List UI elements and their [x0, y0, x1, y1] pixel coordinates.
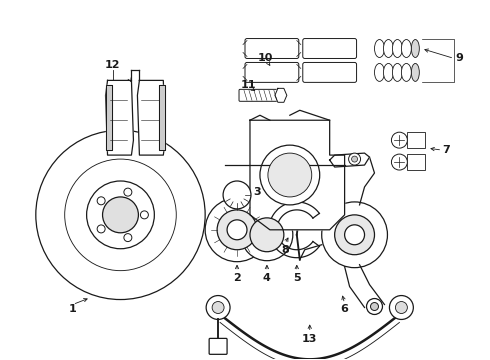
Polygon shape — [250, 120, 344, 230]
Circle shape — [322, 202, 388, 268]
Circle shape — [97, 225, 105, 233]
Polygon shape — [330, 153, 369, 167]
Circle shape — [344, 225, 365, 245]
Circle shape — [141, 211, 148, 219]
Text: 4: 4 — [263, 273, 271, 283]
Circle shape — [390, 296, 414, 319]
Ellipse shape — [412, 63, 419, 81]
Circle shape — [217, 210, 257, 250]
Ellipse shape — [384, 40, 393, 58]
Polygon shape — [137, 80, 165, 155]
Circle shape — [205, 198, 269, 262]
Circle shape — [241, 209, 293, 261]
Polygon shape — [159, 85, 165, 150]
Circle shape — [97, 197, 105, 205]
FancyBboxPatch shape — [245, 62, 299, 82]
Circle shape — [212, 302, 224, 314]
FancyBboxPatch shape — [209, 338, 227, 354]
Bar — [407, 132, 425, 148]
Text: 11: 11 — [240, 80, 256, 90]
Polygon shape — [105, 80, 133, 155]
Circle shape — [87, 181, 154, 249]
Circle shape — [124, 234, 132, 242]
FancyBboxPatch shape — [239, 89, 279, 101]
Text: 7: 7 — [442, 145, 450, 155]
Text: 8: 8 — [281, 245, 289, 255]
Circle shape — [367, 298, 383, 315]
Circle shape — [227, 220, 247, 240]
Circle shape — [223, 181, 251, 209]
Bar — [407, 154, 425, 170]
Circle shape — [250, 218, 284, 252]
Circle shape — [392, 132, 407, 148]
Ellipse shape — [384, 63, 393, 81]
Polygon shape — [269, 202, 319, 258]
FancyBboxPatch shape — [245, 39, 299, 58]
Circle shape — [124, 188, 132, 196]
Ellipse shape — [392, 40, 402, 58]
FancyBboxPatch shape — [303, 39, 357, 58]
Circle shape — [370, 302, 378, 310]
Text: 10: 10 — [257, 54, 272, 63]
Ellipse shape — [374, 63, 385, 81]
FancyBboxPatch shape — [303, 62, 357, 82]
Text: 1: 1 — [69, 305, 76, 315]
Circle shape — [348, 153, 361, 165]
Text: 6: 6 — [341, 305, 348, 315]
Circle shape — [260, 145, 319, 205]
Ellipse shape — [374, 40, 385, 58]
Polygon shape — [105, 85, 112, 150]
Text: 13: 13 — [302, 334, 318, 345]
Text: 12: 12 — [105, 60, 120, 71]
Ellipse shape — [412, 40, 419, 58]
Circle shape — [352, 156, 358, 162]
Text: 3: 3 — [253, 187, 261, 197]
Ellipse shape — [392, 63, 402, 81]
Ellipse shape — [401, 40, 412, 58]
Text: 5: 5 — [293, 273, 300, 283]
Circle shape — [395, 302, 407, 314]
Ellipse shape — [401, 63, 412, 81]
Circle shape — [102, 197, 138, 233]
Text: 9: 9 — [455, 54, 463, 63]
Circle shape — [392, 154, 407, 170]
Circle shape — [268, 153, 312, 197]
Circle shape — [206, 296, 230, 319]
Circle shape — [335, 215, 374, 255]
Circle shape — [36, 130, 205, 300]
Polygon shape — [275, 88, 287, 102]
Text: 2: 2 — [233, 273, 241, 283]
